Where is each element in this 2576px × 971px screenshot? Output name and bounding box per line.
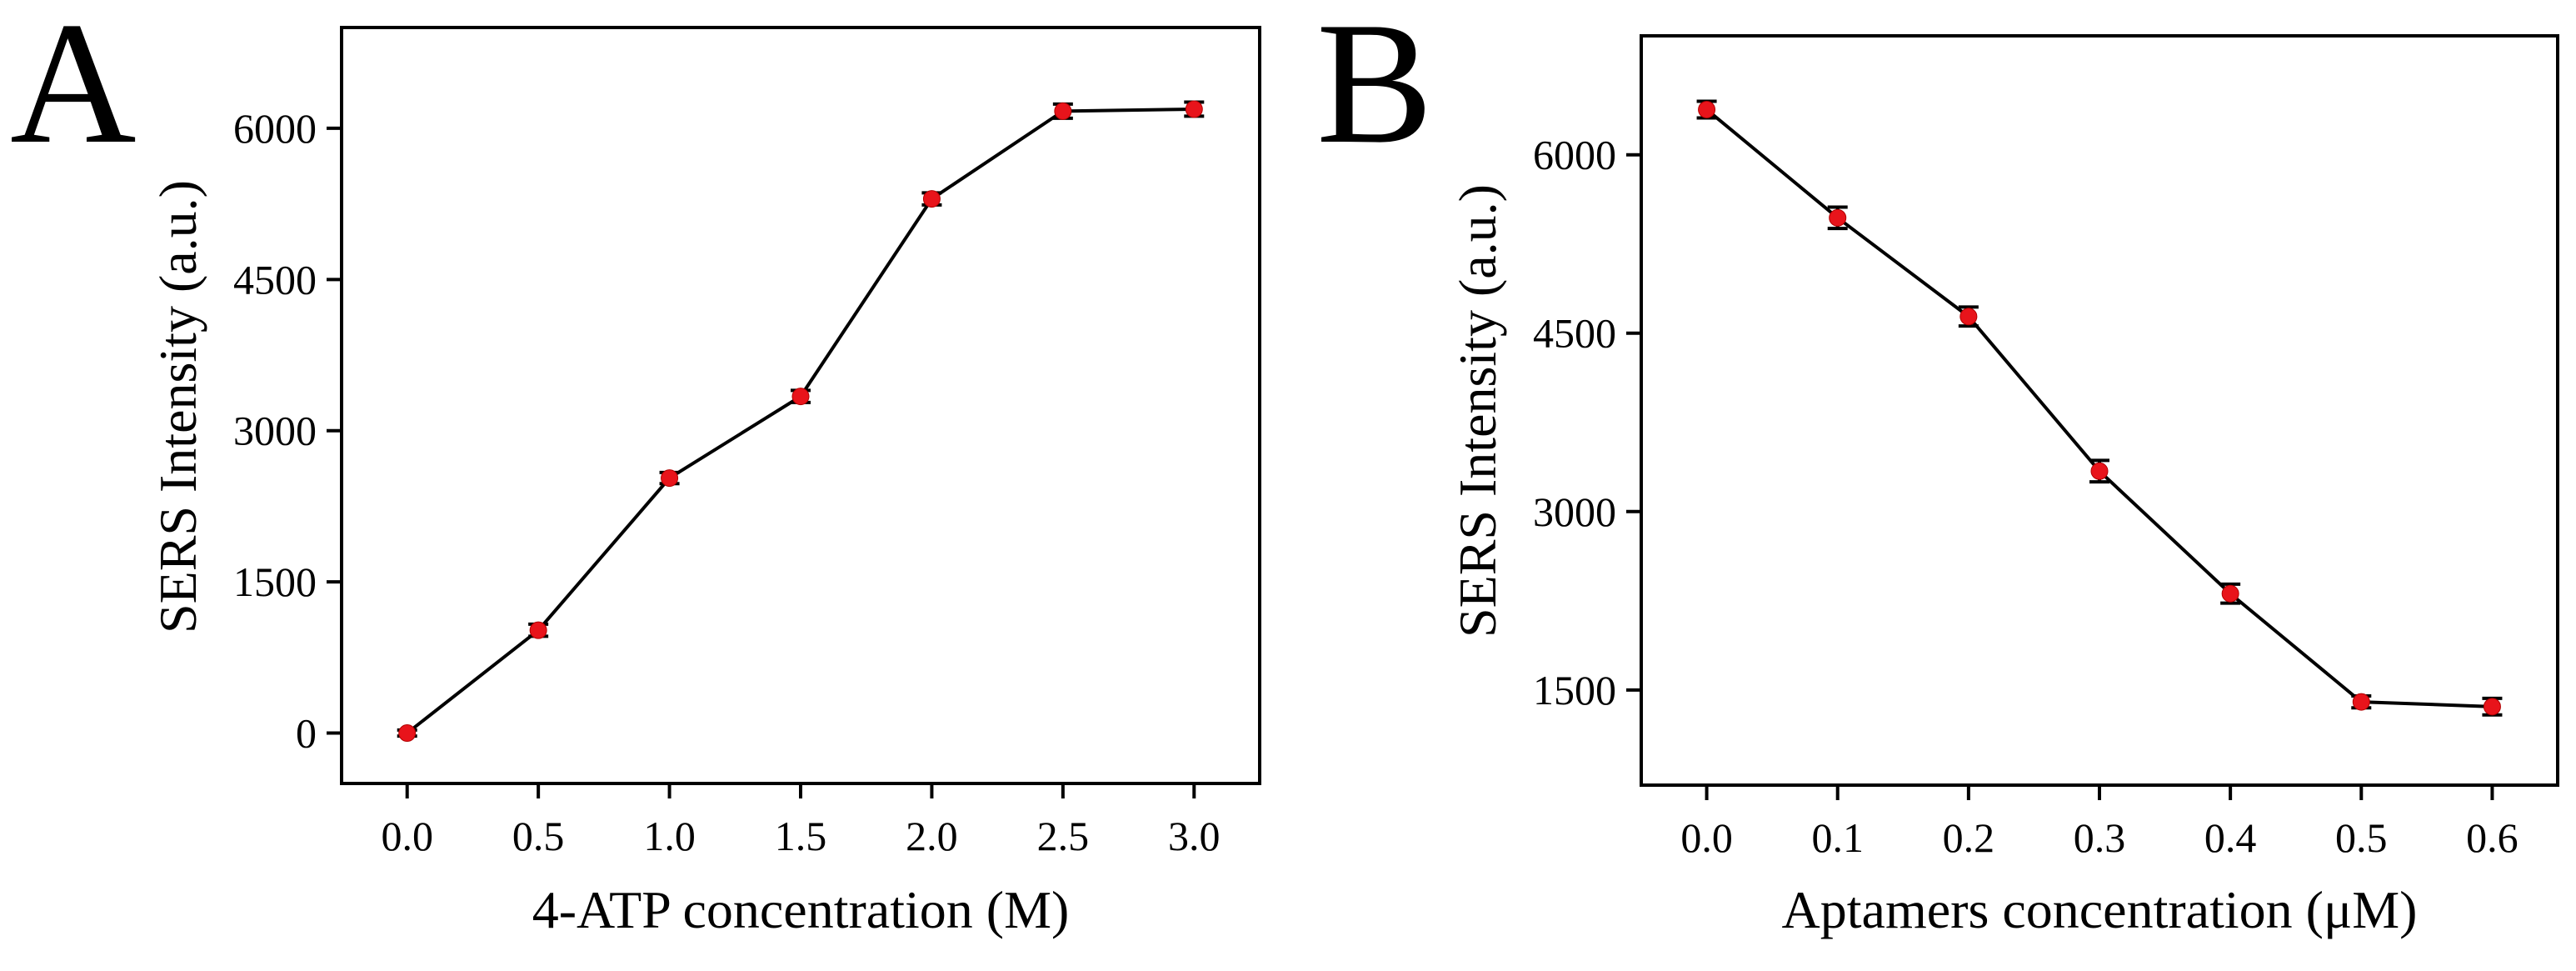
data-point (791, 388, 810, 406)
data-point (529, 621, 547, 639)
data-point (2483, 698, 2501, 716)
x-tick-label: 0.0 (1680, 814, 1733, 861)
y-tick-label: 0 (296, 710, 317, 757)
data-point (2090, 462, 2109, 480)
data-point (1959, 308, 1978, 326)
y-tick-label: 1500 (1533, 667, 1616, 713)
y-tick-label: 3000 (1533, 488, 1616, 535)
data-point (1829, 208, 1847, 227)
x-tick-label: 0.5 (2335, 814, 2388, 861)
panel-a: A 0.0 0.5 1.0 1.5 2.0 2.5 3.0 0 1500 3000 4500 6000 4… (10, 0, 1261, 939)
panel-label: B (1316, 0, 1433, 180)
x-tick-label: 2.0 (906, 813, 958, 859)
x-tick-label: 0.1 (1811, 814, 1864, 861)
x-tick-label: 1.0 (643, 813, 696, 859)
x-tick-label: 0.2 (1943, 814, 1995, 861)
data-point (1698, 100, 1716, 118)
y-tick-label: 4500 (233, 256, 317, 303)
data-point (398, 724, 417, 743)
x-axis-title: 4-ATP concentration (M) (532, 880, 1070, 939)
x-tick-label: 0.0 (381, 813, 433, 859)
data-point (2352, 693, 2370, 711)
y-axis-title: SERS Intensity (a.u.) (1448, 184, 1507, 638)
series-line (1705, 108, 2493, 708)
data-point (1185, 100, 1203, 118)
x-tick-label: 1.5 (775, 813, 827, 859)
x-tick-label: 0.4 (2204, 814, 2257, 861)
y-tick-label: 1500 (233, 558, 317, 605)
x-tick-label: 3.0 (1168, 813, 1221, 859)
data-point (661, 469, 679, 488)
x-axis-title: Aptamers concentration (μM) (1782, 880, 2418, 939)
data-point (922, 190, 941, 208)
x-tick-label: 0.5 (512, 813, 565, 859)
plot-frame (340, 26, 1261, 785)
y-tick-label: 4500 (1533, 310, 1616, 357)
y-tick-label: 6000 (1533, 132, 1616, 178)
x-tick-label: 2.5 (1037, 813, 1090, 859)
panel-label: A (10, 0, 137, 180)
y-tick-label: 3000 (233, 408, 317, 454)
plot-frame (1640, 34, 2559, 787)
x-tick-label: 0.3 (2074, 814, 2126, 861)
y-tick-label: 6000 (233, 105, 317, 152)
panel-b: B 0.0 0.1 0.2 0.3 0.4 0.5 0.6 1500 3000 4500 6000 Ap… (1316, 0, 2559, 939)
y-axis-title: SERS Intensity (a.u.) (148, 180, 207, 633)
data-point (2221, 584, 2239, 603)
x-tick-label: 0.6 (2466, 814, 2519, 861)
data-point (1054, 102, 1072, 120)
series-line (406, 107, 1195, 735)
